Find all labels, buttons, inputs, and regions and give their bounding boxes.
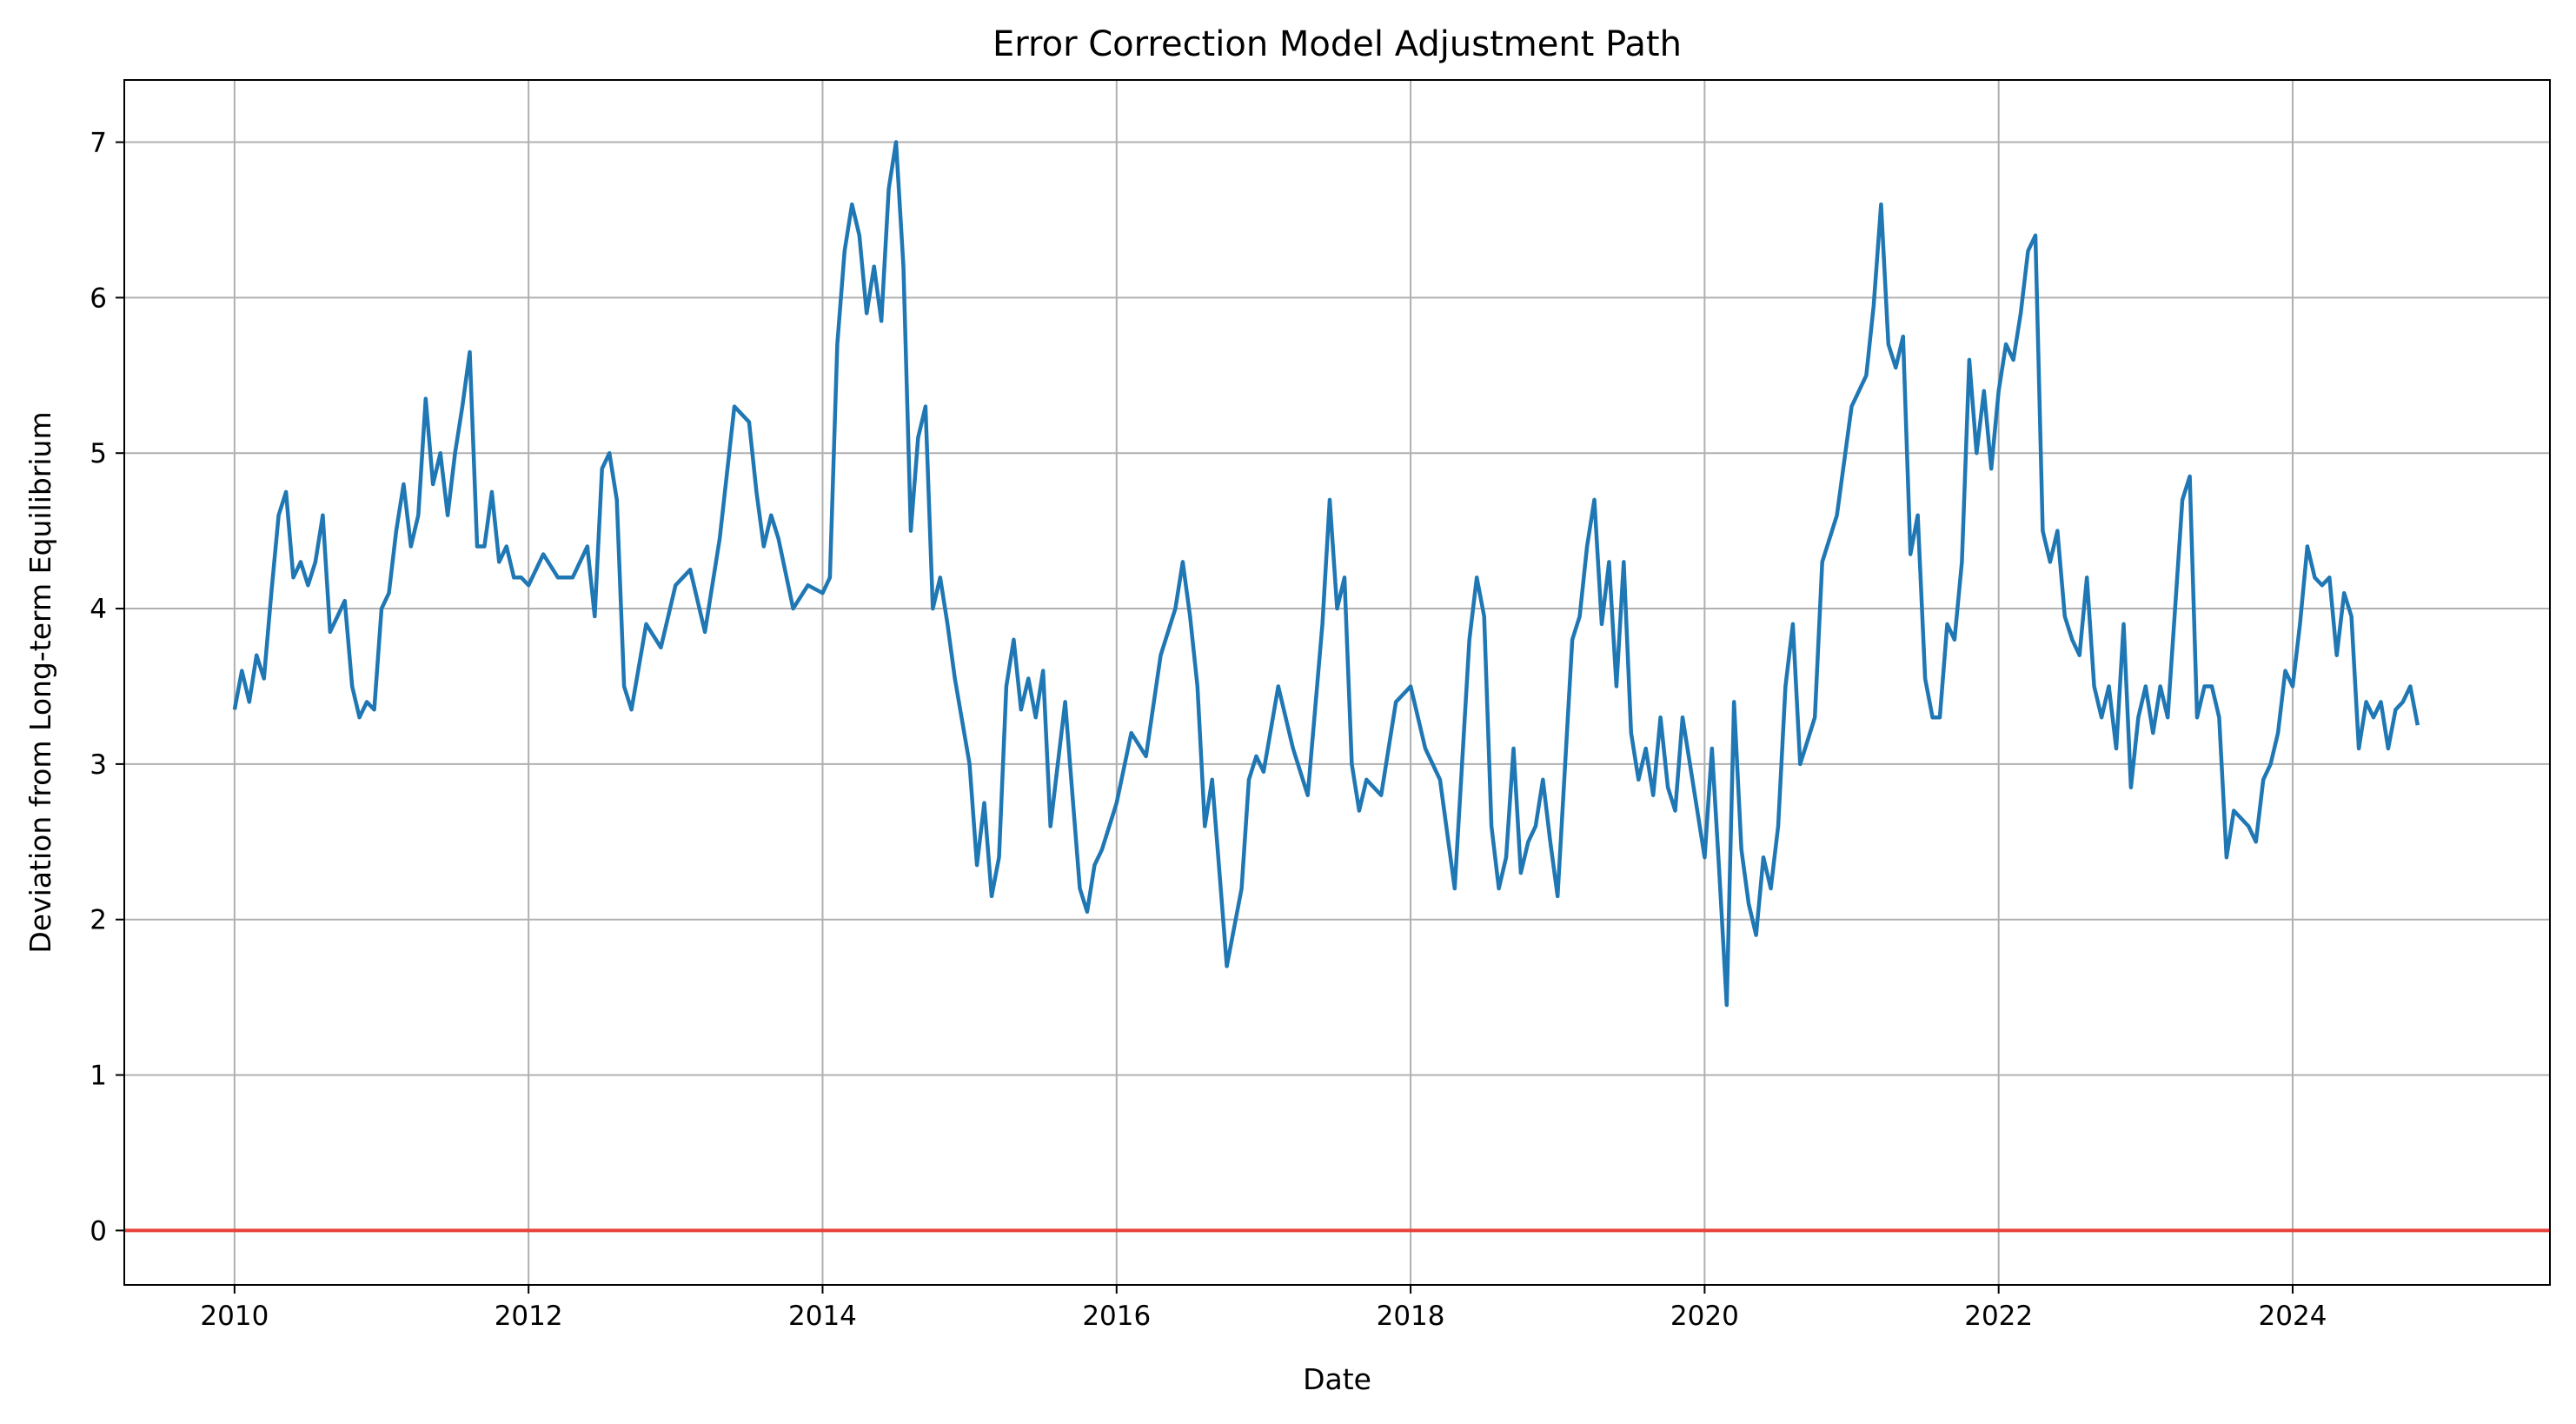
y-tick-label-4: 4	[90, 594, 107, 625]
x-tick-label-2014: 2014	[788, 1301, 857, 1332]
x-tick-label-2022: 2022	[1964, 1301, 2033, 1332]
x-tick-label-2012: 2012	[495, 1301, 563, 1332]
y-tick-label-7: 7	[90, 128, 107, 159]
y-tick-label-6: 6	[90, 283, 107, 314]
x-tick-label-2010: 2010	[200, 1301, 269, 1332]
y-tick-label-2: 2	[90, 905, 107, 936]
x-tick-label-2020: 2020	[1670, 1301, 1739, 1332]
y-tick-label-0: 0	[90, 1215, 107, 1247]
y-tick-label-1: 1	[90, 1061, 107, 1092]
chart-title: Error Correction Model Adjustment Path	[993, 24, 1682, 64]
x-axis-label: Date	[1303, 1362, 1371, 1396]
y-tick-label-5: 5	[90, 438, 107, 469]
y-axis-label: Deviation from Long-term Equilibrium	[23, 411, 57, 953]
x-tick-label-2016: 2016	[1082, 1301, 1151, 1332]
x-tick-label-2018: 2018	[1377, 1301, 1445, 1332]
plot-area-frame	[123, 79, 2551, 1286]
y-axis: 0 1 2 3 4 5 6 7	[90, 128, 124, 1247]
x-axis: 2010 2012 2014 2016 2018 2020 2022 2024	[200, 1285, 2327, 1332]
series-line-deviation	[232, 140, 2420, 1008]
y-tick-label-3: 3	[90, 749, 107, 781]
x-tick-label-2024: 2024	[2259, 1301, 2327, 1332]
